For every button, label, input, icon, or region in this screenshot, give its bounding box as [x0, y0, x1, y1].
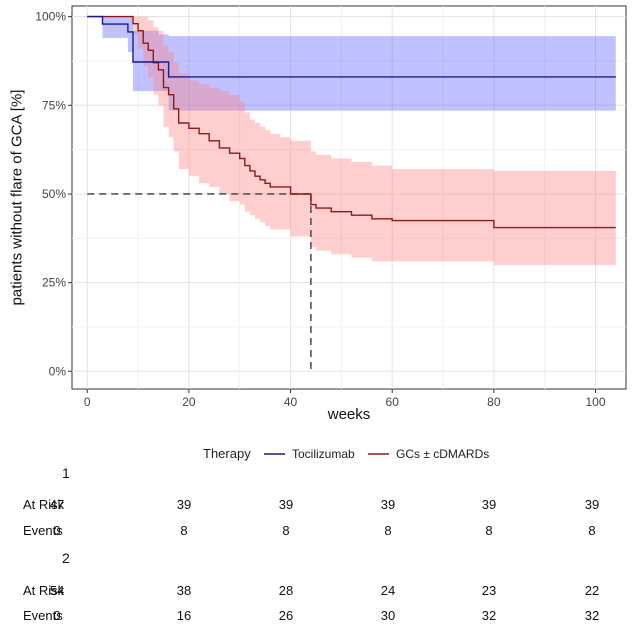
x-tick-label: 40: [284, 395, 298, 409]
legend-label-tocilizumab: Tocilizumab: [292, 447, 355, 461]
y-tick-label: 100%: [35, 10, 66, 24]
at-risk-label: At Risk: [23, 583, 65, 598]
legend: Therapy Tocilizumab GCs ± cDMARDs: [203, 446, 489, 461]
y-tick-label: 50%: [42, 187, 66, 201]
events-label: Events: [23, 608, 63, 623]
risk-cell: 8: [384, 523, 392, 538]
axis-layer: 0 20 40 60 80 100 0% 25% 50% 75% 100%: [35, 10, 606, 409]
survival-line-series-0: [87, 15, 616, 78]
risk-cell: 39: [481, 497, 497, 512]
risk-cell: 28: [278, 583, 294, 598]
x-tick-label: 60: [386, 395, 400, 409]
risk-cell: 22: [584, 583, 600, 598]
risk-group-2-label: 2: [62, 550, 70, 566]
confidence-band-series-0: [87, 16, 616, 111]
risk-cell: 38: [176, 583, 192, 598]
risk-cell: 0: [53, 523, 61, 538]
risk-table: 1 At Risk Events 2 At Risk Events 47 39 …: [0, 460, 633, 626]
risk-cell: 0: [53, 608, 61, 623]
y-axis-title: patients without flare of GCA [%]: [8, 90, 25, 306]
risk-cell: 47: [49, 497, 65, 512]
confidence-band-layer: [87, 16, 616, 265]
at-risk-label: At Risk: [23, 497, 65, 512]
risk-cell: 16: [176, 608, 192, 623]
risk-cell: 23: [481, 583, 497, 598]
risk-cell: 24: [380, 583, 396, 598]
y-tick-label: 0%: [49, 364, 67, 378]
risk-cell: 32: [584, 608, 600, 623]
x-tick-label: 0: [84, 395, 91, 409]
events-label: Events: [23, 523, 63, 538]
x-tick-label: 100: [585, 395, 605, 409]
risk-cell: 8: [180, 523, 188, 538]
risk-group-1-label: 1: [62, 465, 70, 481]
legend-title: Therapy: [203, 446, 251, 461]
risk-cell: 8: [282, 523, 290, 538]
risk-cell: 39: [176, 497, 192, 512]
risk-cell: 26: [278, 608, 294, 623]
risk-cell: 30: [380, 608, 396, 623]
risk-cell: 39: [278, 497, 294, 512]
risk-cell: 32: [481, 608, 497, 623]
y-tick-label: 75%: [42, 98, 66, 112]
median-reference-layer: [87, 193, 312, 372]
survival-line-series-1: [87, 15, 616, 229]
y-tick-label: 25%: [42, 276, 66, 290]
plot-panel-border: [71, 5, 627, 390]
x-axis-title: weeks: [327, 406, 371, 423]
risk-cell: 8: [485, 523, 493, 538]
risk-cell: 8: [588, 523, 596, 538]
risk-cell: 39: [584, 497, 600, 512]
risk-cell: 54: [49, 583, 65, 598]
survival-line-layer: [87, 15, 616, 229]
x-tick-label: 80: [487, 395, 501, 409]
confidence-band-series-1: [87, 16, 616, 265]
legend-label-gcs-cdmards: GCs ± cDMARDs: [396, 447, 489, 461]
kaplan-meier-chart: 0 20 40 60 80 100 0% 25% 50% 75% 100% weeks patien…: [8, 5, 627, 461]
x-tick-label: 20: [182, 395, 196, 409]
risk-cell: 39: [380, 497, 396, 512]
